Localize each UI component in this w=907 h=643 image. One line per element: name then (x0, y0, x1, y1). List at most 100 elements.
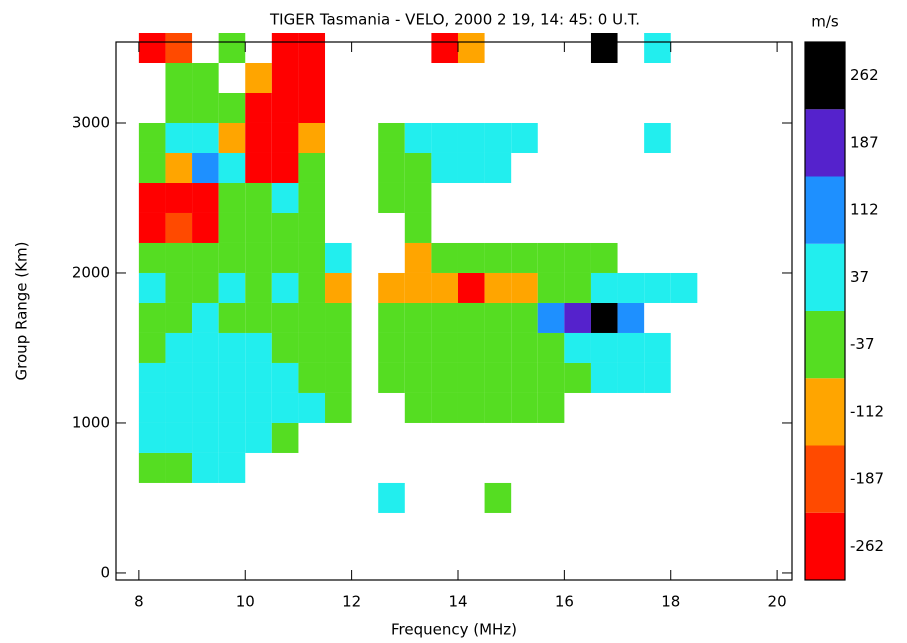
velocity-cell (165, 422, 193, 453)
velocity-cell (298, 212, 326, 243)
velocity-cell (138, 452, 166, 483)
velocity-cell (271, 182, 299, 213)
velocity-cell (484, 152, 512, 183)
velocity-cell (271, 422, 299, 453)
velocity-cell (537, 302, 565, 333)
velocity-cell (298, 122, 326, 153)
velocity-cell (457, 362, 485, 393)
velocity-cell (511, 362, 538, 393)
velocity-cell (192, 272, 219, 303)
velocity-cell (138, 122, 166, 153)
plot-frame (115, 41, 793, 581)
velocity-cell (484, 362, 512, 393)
velocity-cell (192, 302, 219, 333)
velocity-cell (245, 122, 272, 153)
colorbar-label: -262 (850, 537, 884, 555)
velocity-cell (271, 152, 299, 183)
velocity-cell (644, 332, 671, 363)
y-tick-label: 2000 (72, 263, 110, 281)
x-tick-label: 20 (768, 593, 787, 611)
velocity-cell (590, 332, 618, 363)
velocity-cell (245, 212, 272, 243)
y-tick-label: 3000 (72, 113, 110, 131)
velocity-cell (457, 152, 485, 183)
velocity-cell (138, 362, 166, 393)
velocity-cell (192, 362, 219, 393)
velocity-cell (431, 362, 458, 393)
colorbar-label: 112 (850, 201, 879, 219)
velocity-cell (165, 362, 193, 393)
velocity-cell (325, 242, 352, 273)
velocity-cell (192, 332, 219, 363)
velocity-cell (484, 332, 512, 363)
colorbar-title: m/s (811, 13, 839, 31)
velocity-cell (165, 122, 193, 153)
velocity-cell (245, 152, 272, 183)
velocity-cell (564, 272, 591, 303)
velocity-cell (404, 392, 432, 423)
colorbar-band (805, 445, 845, 513)
velocity-cell (138, 272, 166, 303)
x-axis-label: Frequency (MHz) (391, 621, 517, 639)
velocity-cell (165, 182, 193, 213)
velocity-cell (192, 242, 219, 273)
velocity-cell (457, 392, 485, 423)
velocity-cell (537, 362, 565, 393)
velocity-cell (218, 242, 246, 273)
velocity-cell (165, 332, 193, 363)
velocity-cell (617, 302, 645, 333)
velocity-cell (218, 33, 246, 63)
velocity-cell (644, 33, 671, 63)
velocity-cell (245, 422, 272, 453)
colorbar-label: 262 (850, 66, 879, 84)
velocity-cell (537, 392, 565, 423)
velocity-cell (404, 272, 432, 303)
velocity-cell (218, 362, 246, 393)
velocity-cell (192, 422, 219, 453)
velocity-cell (590, 33, 618, 63)
velocity-cell (298, 362, 326, 393)
velocity-cell (138, 152, 166, 183)
velocity-cell (192, 392, 219, 423)
velocity-cell (617, 332, 645, 363)
velocity-cell (298, 152, 326, 183)
velocity-cell (404, 302, 432, 333)
velocity-cell (192, 452, 219, 483)
velocity-cell (138, 392, 166, 423)
y-tick-label: 0 (100, 563, 110, 581)
velocity-cell (404, 212, 432, 243)
x-tick-label: 10 (236, 593, 255, 611)
velocity-cell (218, 452, 246, 483)
velocity-cell (298, 33, 326, 63)
colorbar-band (805, 176, 845, 244)
velocity-cell (590, 302, 618, 333)
velocity-cell (670, 272, 698, 303)
velocity-cell (245, 92, 272, 123)
velocity-cell (617, 362, 645, 393)
velocity-cell (245, 182, 272, 213)
velocity-cell (457, 272, 485, 303)
velocity-cell (165, 242, 193, 273)
colorbar-band (805, 378, 845, 446)
velocity-cell (484, 392, 512, 423)
velocity-cell (325, 392, 352, 423)
colorbar-band (805, 42, 845, 110)
velocity-cell (165, 33, 193, 63)
velocity-cell (271, 362, 299, 393)
velocity-cell (165, 152, 193, 183)
velocity-cell (218, 332, 246, 363)
velocity-cell (325, 272, 352, 303)
velocity-cell (271, 302, 299, 333)
velocity-cell (431, 272, 458, 303)
velocity-cell (245, 392, 272, 423)
velocity-cell (192, 92, 219, 123)
velocity-cell (245, 242, 272, 273)
velocity-cell (298, 182, 326, 213)
colorbar-label: -37 (850, 335, 875, 353)
velocity-cell (325, 362, 352, 393)
velocity-cell (590, 272, 618, 303)
velocity-cell (138, 33, 166, 63)
velocity-cell (431, 392, 458, 423)
